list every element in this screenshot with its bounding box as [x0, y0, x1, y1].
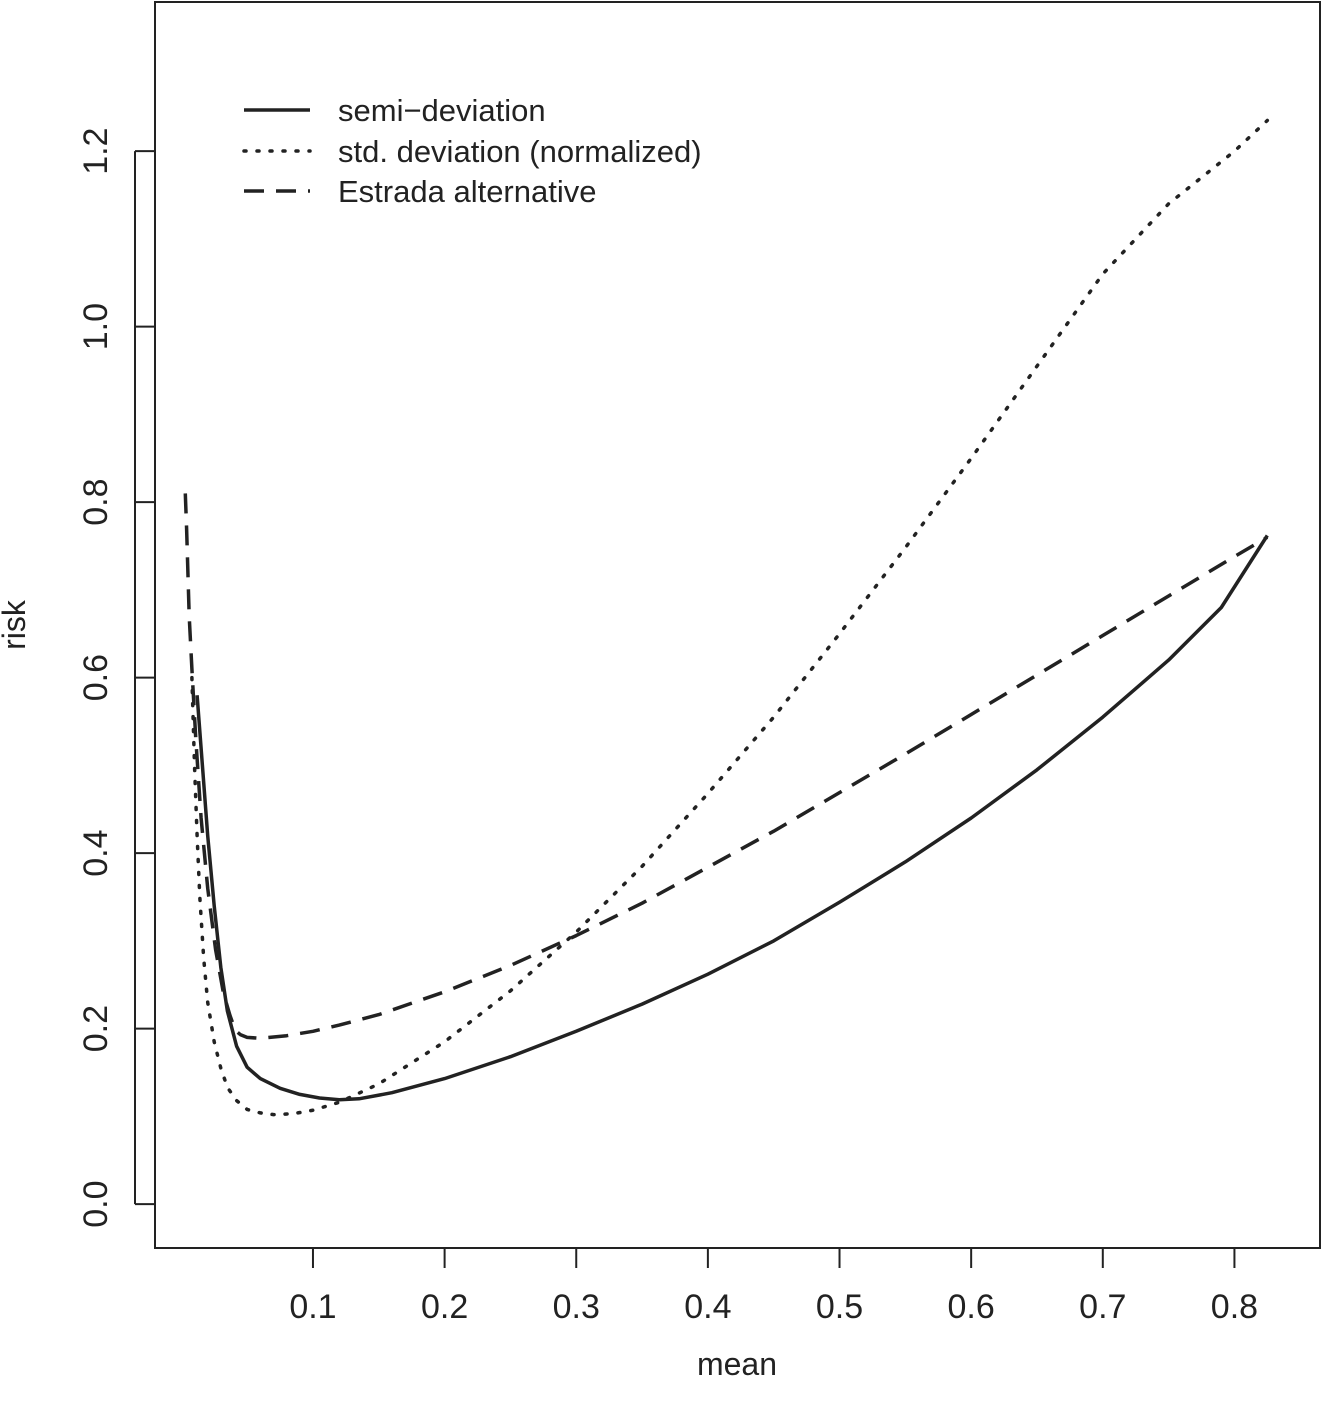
x-tick-label: 0.1: [289, 1288, 336, 1326]
x-tick-label: 0.7: [1079, 1288, 1126, 1326]
legend-label: std. deviation (normalized): [338, 134, 702, 169]
x-tick-label: 0.8: [1211, 1288, 1258, 1326]
legend: semi−deviation std. deviation (normalized…: [242, 93, 702, 209]
x-tick-label: 0.6: [948, 1288, 995, 1326]
plot-frame: [154, 1, 1321, 1249]
y-tick-label: 0.4: [77, 830, 115, 877]
y-tick-label: 0.2: [77, 1005, 115, 1052]
x-tick-label: 0.2: [421, 1288, 468, 1326]
x-tick-label: 0.4: [684, 1288, 731, 1326]
x-tick-label: 0.5: [816, 1288, 863, 1326]
y-tick-label: 1.0: [77, 303, 115, 350]
y-tick-label: 0.0: [77, 1180, 115, 1227]
series-layer: [183, 118, 1270, 1117]
y-axis: 0.0 0.2 0.4 0.6 0.8 1.0 1.2: [77, 128, 155, 1228]
y-tick-label: 0.6: [77, 654, 115, 701]
x-axis-title: mean: [697, 1346, 777, 1382]
y-tick-label: 1.2: [77, 128, 115, 175]
legend-label: semi−deviation: [338, 93, 546, 128]
legend-label: Estrada alternative: [338, 174, 596, 209]
series-line-dashed: [183, 493, 1269, 1041]
series-line-solid: [195, 534, 1269, 1102]
y-tick-label: 0.8: [77, 479, 115, 526]
series-line-dotted: [190, 118, 1270, 1117]
y-axis-title: risk: [0, 599, 32, 650]
x-tick-label: 0.3: [553, 1288, 600, 1326]
x-axis: 0.1 0.2 0.3 0.4 0.5 0.6 0.7 0.8: [289, 1247, 1258, 1326]
